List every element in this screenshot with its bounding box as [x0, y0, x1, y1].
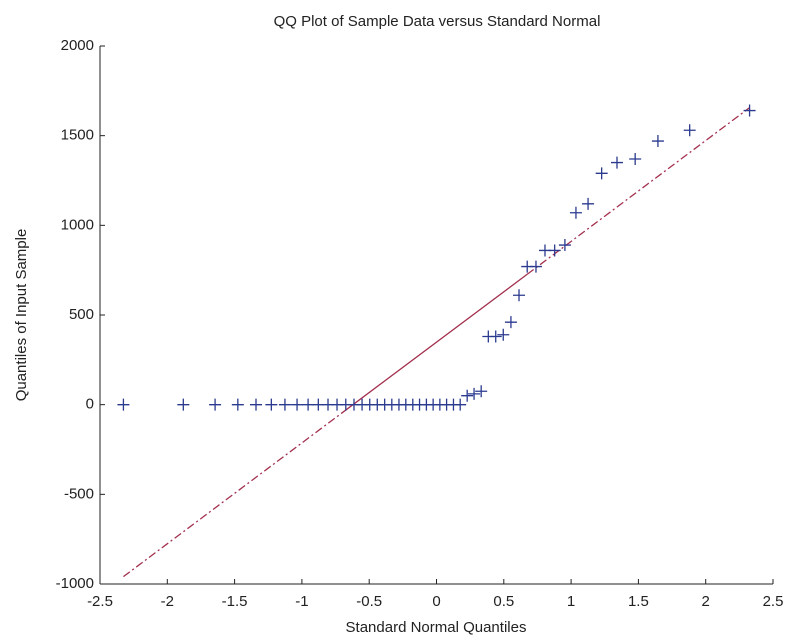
y-tick-label: 500 [69, 306, 94, 323]
y-tick-label: 2000 [61, 37, 94, 54]
data-point [497, 328, 510, 341]
data-point [468, 387, 481, 400]
data-point [569, 206, 582, 219]
x-tick-label: -0.5 [356, 593, 382, 610]
y-axis-label: Quantiles of Input Sample [13, 229, 30, 402]
y-tick-label: 1000 [61, 216, 94, 233]
data-point [278, 398, 291, 411]
y-tick-label: -1000 [56, 575, 94, 592]
reference-line [526, 107, 750, 275]
data-point [461, 389, 474, 402]
data-point [250, 398, 263, 411]
reference-line [345, 273, 528, 411]
y-tick-label: 1500 [61, 127, 94, 144]
data-point [513, 289, 526, 302]
data-point [558, 239, 571, 252]
y-tick-label: 0 [86, 396, 94, 413]
x-tick-label: 2 [702, 593, 710, 610]
reference-line [123, 409, 347, 578]
x-tick-label: -1.5 [222, 593, 248, 610]
x-tick-label: 0.5 [493, 593, 514, 610]
data-point [683, 124, 696, 137]
data-point [651, 135, 664, 148]
chart-title: QQ Plot of Sample Data versus Standard N… [274, 13, 601, 30]
data-point [595, 167, 608, 180]
data-point [582, 197, 595, 210]
data-point [291, 398, 304, 411]
data-point [177, 398, 190, 411]
data-point [209, 398, 222, 411]
data-point [629, 152, 642, 165]
data-point [504, 316, 517, 329]
data-point [529, 260, 542, 273]
x-tick-label: -2 [161, 593, 174, 610]
data-point [743, 104, 756, 117]
x-tick-label: 2.5 [763, 593, 784, 610]
data-point [548, 244, 561, 257]
data-point [454, 398, 467, 411]
x-tick-label: 0 [432, 593, 440, 610]
data-point [489, 330, 502, 343]
x-tick-label: -2.5 [87, 593, 113, 610]
x-tick-label: -1 [295, 593, 308, 610]
data-point [302, 398, 315, 411]
x-tick-label: 1 [567, 593, 575, 610]
data-point [231, 398, 244, 411]
x-axis-label: Standard Normal Quantiles [346, 619, 527, 636]
data-point [117, 398, 130, 411]
data-point [610, 156, 623, 169]
y-tick-label: -500 [64, 485, 94, 502]
x-tick-label: 1.5 [628, 593, 649, 610]
data-point [475, 385, 488, 398]
data-point [265, 398, 278, 411]
